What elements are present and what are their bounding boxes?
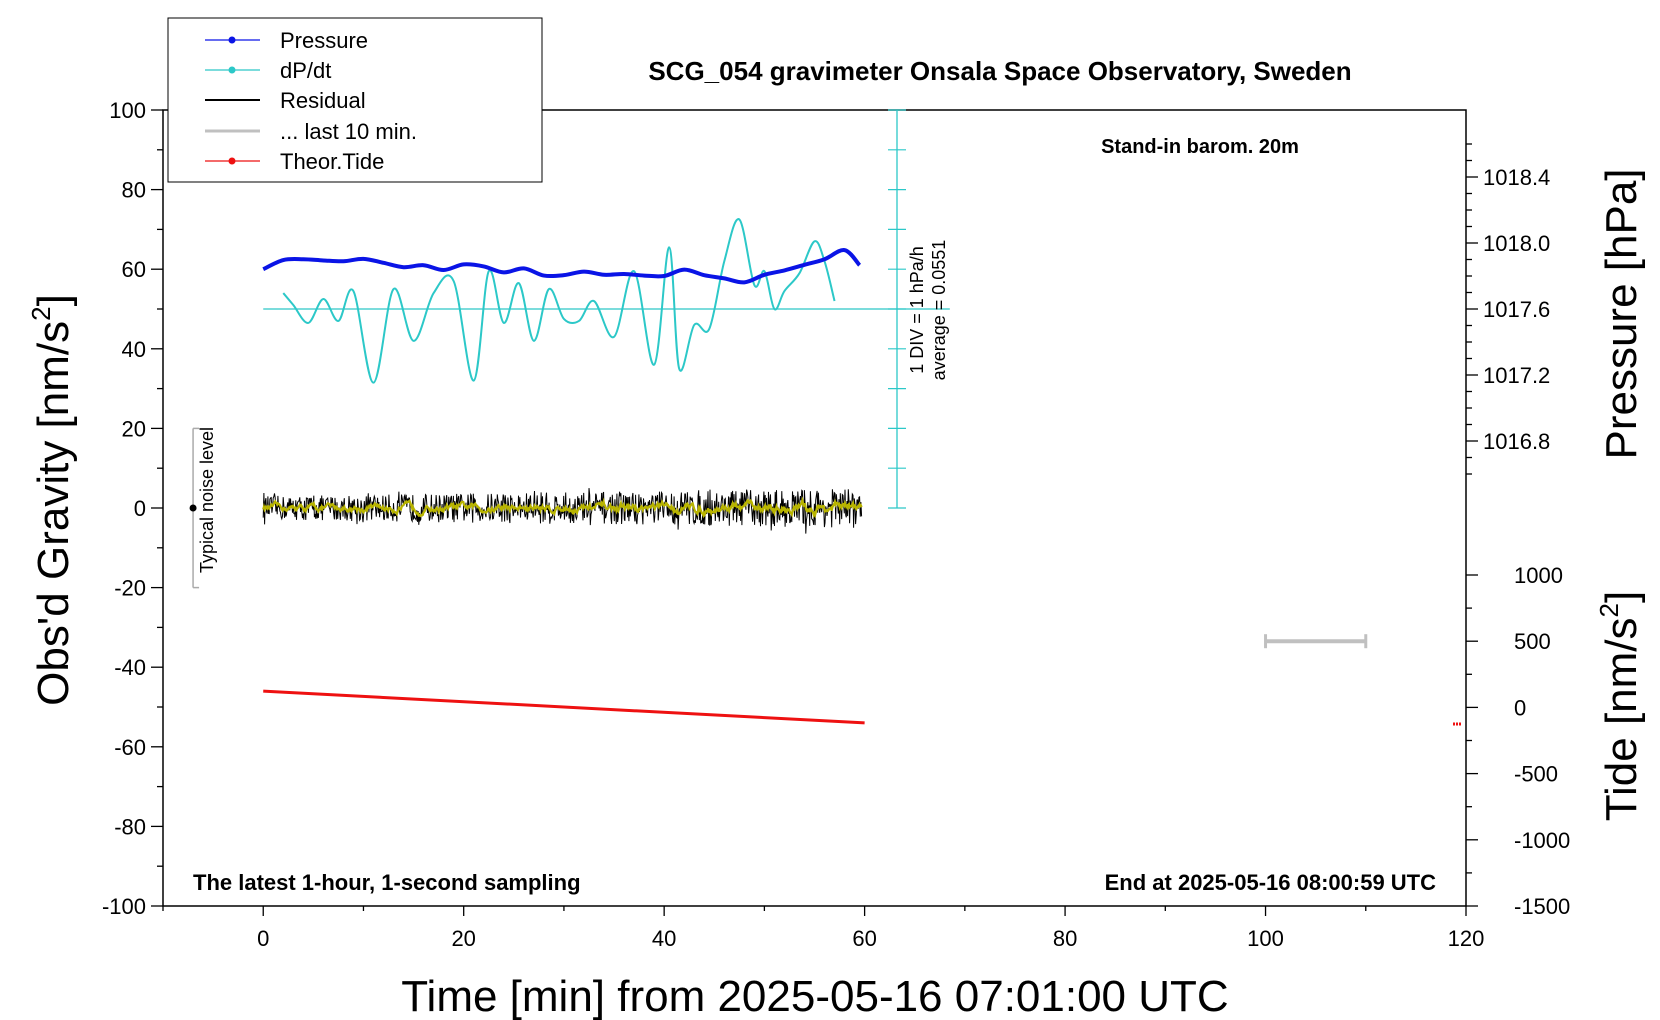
pressure-axis-label: Pressure [hPa]	[1597, 168, 1646, 459]
pressure-tick-label: 1018.4	[1483, 165, 1550, 190]
y-axis-label-left-end: ]	[29, 294, 78, 306]
left-tick-label: -100	[102, 894, 146, 919]
bottom-tick-label: 120	[1448, 926, 1485, 951]
left-tick-label: -60	[114, 735, 146, 760]
left-tick-label: 100	[109, 98, 146, 123]
tide-tick-label: -1500	[1514, 894, 1570, 919]
tide-tick-label: -500	[1514, 762, 1558, 787]
tide-axis-label: Tide [nm/s2]	[1594, 591, 1646, 821]
bottom-tick-label: 80	[1053, 926, 1077, 951]
bottom-tick-label: 40	[652, 926, 676, 951]
left-axis: 100 80 60 40 20 0 -20 -40 -60 -80 -100	[102, 98, 163, 919]
left-tick-label: -20	[114, 576, 146, 601]
y-axis-label-left-main: Obs'd Gravity [nm/s	[29, 321, 78, 706]
pressure-tick-label: 1017.2	[1483, 363, 1550, 388]
dpdt-scale-line1: 1 DIV = 1 hPa/h	[907, 246, 927, 374]
smoothed-residual-series	[262, 496, 863, 519]
legend-dpdt-marker	[228, 66, 236, 74]
bottom-tick-label: 0	[257, 926, 269, 951]
tide-axis-label-main: Tide [nm/s	[1597, 617, 1646, 821]
left-tick-label: 60	[122, 257, 146, 282]
tide-axis: 1000 500 0 -500 -1000 -1500	[1466, 563, 1570, 919]
tide-axis-label-end: ]	[1597, 591, 1646, 603]
left-tick-label: -40	[114, 655, 146, 680]
last-10-min-bar	[1264, 634, 1368, 649]
noise-bar-center	[189, 504, 197, 512]
legend-residual-label: Residual	[280, 88, 366, 113]
left-tick-label: 80	[122, 178, 146, 203]
tide-tick-label: 1000	[1514, 563, 1563, 588]
legend-tide-label: Theor.Tide	[280, 149, 384, 174]
barometer-note: Stand-in barom. 20m	[1101, 136, 1299, 158]
chart-title: SCG_054 gravimeter Onsala Space Observat…	[648, 56, 1351, 86]
tide-tick-label: 0	[1514, 695, 1526, 720]
legend-last10-label: ... last 10 min.	[280, 119, 417, 144]
sampling-note: The latest 1-hour, 1-second sampling	[193, 870, 581, 895]
x-axis-label: Time [min] from 2025-05-16 07:01:00 UTC	[401, 972, 1228, 1020]
noise-level-bar	[189, 427, 200, 589]
bottom-tick-label: 100	[1247, 926, 1284, 951]
pressure-series	[262, 248, 862, 285]
legend: Pressure dP/dt Residual ... last 10 min.…	[167, 17, 543, 183]
legend-dpdt-label: dP/dt	[280, 58, 331, 83]
dpdt-series	[282, 218, 836, 384]
tide-tick-label: -1000	[1514, 828, 1570, 853]
tide-tick-label: 500	[1514, 629, 1551, 654]
left-tick-label: 20	[122, 416, 146, 441]
legend-pressure-label: Pressure	[280, 28, 368, 53]
end-time-note: End at 2025-05-16 08:00:59 UTC	[1105, 870, 1436, 895]
dpdt-scale-line2: average = 0.0551	[929, 240, 949, 381]
left-tick-label: 0	[134, 496, 146, 521]
legend-tide-marker	[228, 157, 236, 165]
pressure-tick-label: 1017.6	[1483, 297, 1550, 322]
pressure-tick-label: 1018.0	[1483, 231, 1550, 256]
left-tick-label: 40	[122, 337, 146, 362]
tide-series	[263, 689, 865, 725]
bottom-tick-label: 60	[852, 926, 876, 951]
noise-level-label: Typical noise level	[197, 427, 217, 573]
legend-pressure-marker	[228, 36, 236, 44]
left-tick-label: -80	[114, 814, 146, 839]
pressure-tick-label: 1016.8	[1483, 429, 1550, 454]
pressure-axis: 1018.4 1018.0 1017.6 1017.2 1016.8	[1466, 143, 1550, 475]
y-axis-label-left: Obs'd Gravity [nm/s2]	[26, 294, 78, 706]
y-axis-label-left-sup: 2	[26, 306, 56, 320]
bottom-tick-label: 20	[451, 926, 475, 951]
tide-axis-label-sup: 2	[1594, 603, 1624, 617]
bottom-axis: 0 20 40 60 80 100 120	[162, 906, 1485, 951]
